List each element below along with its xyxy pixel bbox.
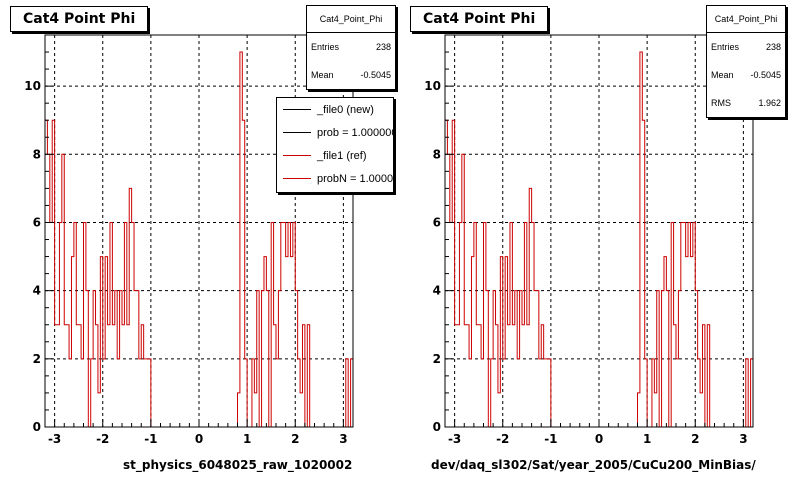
chart-2-stats-rms-row: RMS 1.962 <box>707 89 785 117</box>
chart-1-stats-entries-row: Entries 238 <box>307 33 395 61</box>
chart-2-y-tick-label: 10 <box>424 79 441 93</box>
chart-2-y-tick-label: 6 <box>433 215 441 229</box>
legend-line-black <box>283 109 311 110</box>
chart-1-mean-label: Mean <box>311 70 334 80</box>
chart-2-rms-value: 1.962 <box>758 98 781 108</box>
chart-1-mean-value: -0.5045 <box>360 70 391 80</box>
chart-2-stats-entries-row: Entries 238 <box>707 33 785 61</box>
chart-2-rms-label: RMS <box>711 98 731 108</box>
chart-2-x-tick-label: 1 <box>643 432 651 446</box>
chart-2-stats-mean-row: Mean -0.5045 <box>707 61 785 89</box>
chart-1-y-tick-label: 10 <box>24 79 41 93</box>
chart-2-y-tick-label: 2 <box>433 352 441 366</box>
legend-line-red <box>283 178 311 179</box>
chart-2-x-tick-label: 3 <box>739 432 747 446</box>
chart-2-entries-label: Entries <box>711 42 740 52</box>
chart-1-stats-mean-row: Mean -0.5045 <box>307 61 395 89</box>
chart-2-x-tick-label: -3 <box>448 432 461 446</box>
chart-1-x-tick-label: -3 <box>48 432 61 446</box>
chart-1-title: Cat4 Point Phi <box>10 6 149 32</box>
legend-entry-file1: _file1 (ref) <box>277 144 393 167</box>
chart-1-x-tick-label: 2 <box>291 432 299 446</box>
chart-2-y-tick-label: 4 <box>433 284 441 298</box>
chart-1-xlabel: st_physics_6048025_raw_1020002 <box>123 458 353 472</box>
legend-entry-probn: probN = 1.000000 <box>277 167 393 190</box>
legend-line-black <box>283 132 311 133</box>
chart-1-x-tick-label: 3 <box>339 432 347 446</box>
chart-2-y-tick-label: 8 <box>433 147 441 161</box>
chart-2-x-tick-label: -1 <box>544 432 557 446</box>
chart-1-legend: _file0 (new) prob = 1.000000 _file1 (ref… <box>276 97 394 193</box>
chart-2-y-tick-label: 0 <box>433 420 441 434</box>
chart-2-x-tick-label: -2 <box>496 432 509 446</box>
chart-1-y-tick-label: 4 <box>33 284 41 298</box>
chart-1-entries-label: Entries <box>311 42 340 52</box>
legend-entry-label: probN = 1.000000 <box>317 172 394 185</box>
chart-1-y-tick-label: 8 <box>33 147 41 161</box>
legend-entry-prob: prob = 1.000000 <box>277 121 393 144</box>
chart-2-mean-value: -0.5045 <box>750 70 781 80</box>
chart-1-stats-name: Cat4_Point_Phi <box>307 6 395 33</box>
chart-2-stats-name: Cat4_Point_Phi <box>707 6 785 33</box>
legend-entry-label: _file0 (new) <box>317 103 374 116</box>
legend-entry-label: _file1 (ref) <box>317 149 367 162</box>
chart-1-y-tick-label: 0 <box>33 420 41 434</box>
chart-2-title: Cat4 Point Phi <box>410 6 549 32</box>
chart-1-x-tick-label: 0 <box>195 432 203 446</box>
legend-line-red <box>283 155 311 156</box>
chart-1-y-tick-label: 2 <box>33 352 41 366</box>
chart-1-x-tick-label: 1 <box>243 432 251 446</box>
legend-entry-label: prob = 1.000000 <box>317 126 394 139</box>
chart-1-x-tick-label: -2 <box>96 432 109 446</box>
chart-2-stats-box: Cat4_Point_Phi Entries 238 Mean -0.5045 … <box>706 5 786 118</box>
chart-1-x-tick-label: -1 <box>144 432 157 446</box>
chart-2-x-tick-label: 0 <box>595 432 603 446</box>
legend-entry-file0: _file0 (new) <box>277 98 393 121</box>
chart-1-stats-box: Cat4_Point_Phi Entries 238 Mean -0.5045 <box>306 5 396 90</box>
chart-2-x-tick-label: 2 <box>691 432 699 446</box>
chart-2-entries-value: 238 <box>765 42 781 52</box>
chart-2-mean-label: Mean <box>711 70 734 80</box>
chart-1-y-tick-label: 6 <box>33 215 41 229</box>
chart-1-entries-value: 238 <box>375 42 391 52</box>
chart-2-xlabel: dev/daq_sl302/Sat/year_2005/CuCu200_MinB… <box>431 458 756 472</box>
